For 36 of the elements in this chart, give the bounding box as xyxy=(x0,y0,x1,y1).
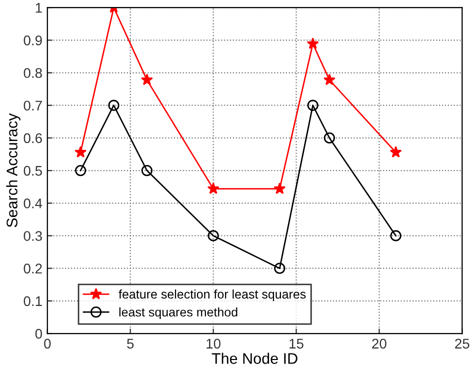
point xyxy=(324,132,335,144)
y-tick-label: 0.1 xyxy=(24,296,42,306)
point xyxy=(74,146,87,158)
point xyxy=(307,100,318,111)
y-axis-title: Search Accuracy xyxy=(6,113,20,228)
y-tick-label: 0.6 xyxy=(24,133,42,144)
y-tick-label: 0.8 xyxy=(24,68,42,78)
point xyxy=(207,182,220,194)
y-tick-label: 0.7 xyxy=(24,100,42,111)
point xyxy=(390,230,402,242)
legend-label: least squares method xyxy=(119,307,238,320)
point xyxy=(306,38,319,49)
x-tick-label: 25 xyxy=(455,338,470,349)
y-tick-label: 0.2 xyxy=(24,264,42,274)
point xyxy=(208,230,219,242)
point xyxy=(274,262,286,274)
x-tick-label: 0 xyxy=(44,338,51,349)
point xyxy=(323,74,336,86)
y-tick-label: 0.3 xyxy=(24,231,42,241)
y-tick-label: 0.9 xyxy=(24,36,42,46)
x-tick-label: 10 xyxy=(206,338,220,349)
point xyxy=(140,74,153,86)
x-tick-label: 15 xyxy=(290,338,304,349)
point xyxy=(108,100,120,111)
legend-label: feature selection for least squares xyxy=(118,289,306,302)
point xyxy=(141,164,152,176)
point xyxy=(274,182,286,194)
x-axis-title: The Node ID xyxy=(212,352,298,364)
y-tick-label: 1 xyxy=(36,3,42,13)
y-tick-label: 0.4 xyxy=(24,198,42,208)
y-tick-label: 0.5 xyxy=(24,166,42,176)
point xyxy=(75,164,86,176)
y-tick-label: 0 xyxy=(35,328,42,339)
point xyxy=(390,146,402,158)
x-tick-label: 20 xyxy=(372,338,386,349)
x-tick-label: 5 xyxy=(127,338,134,349)
